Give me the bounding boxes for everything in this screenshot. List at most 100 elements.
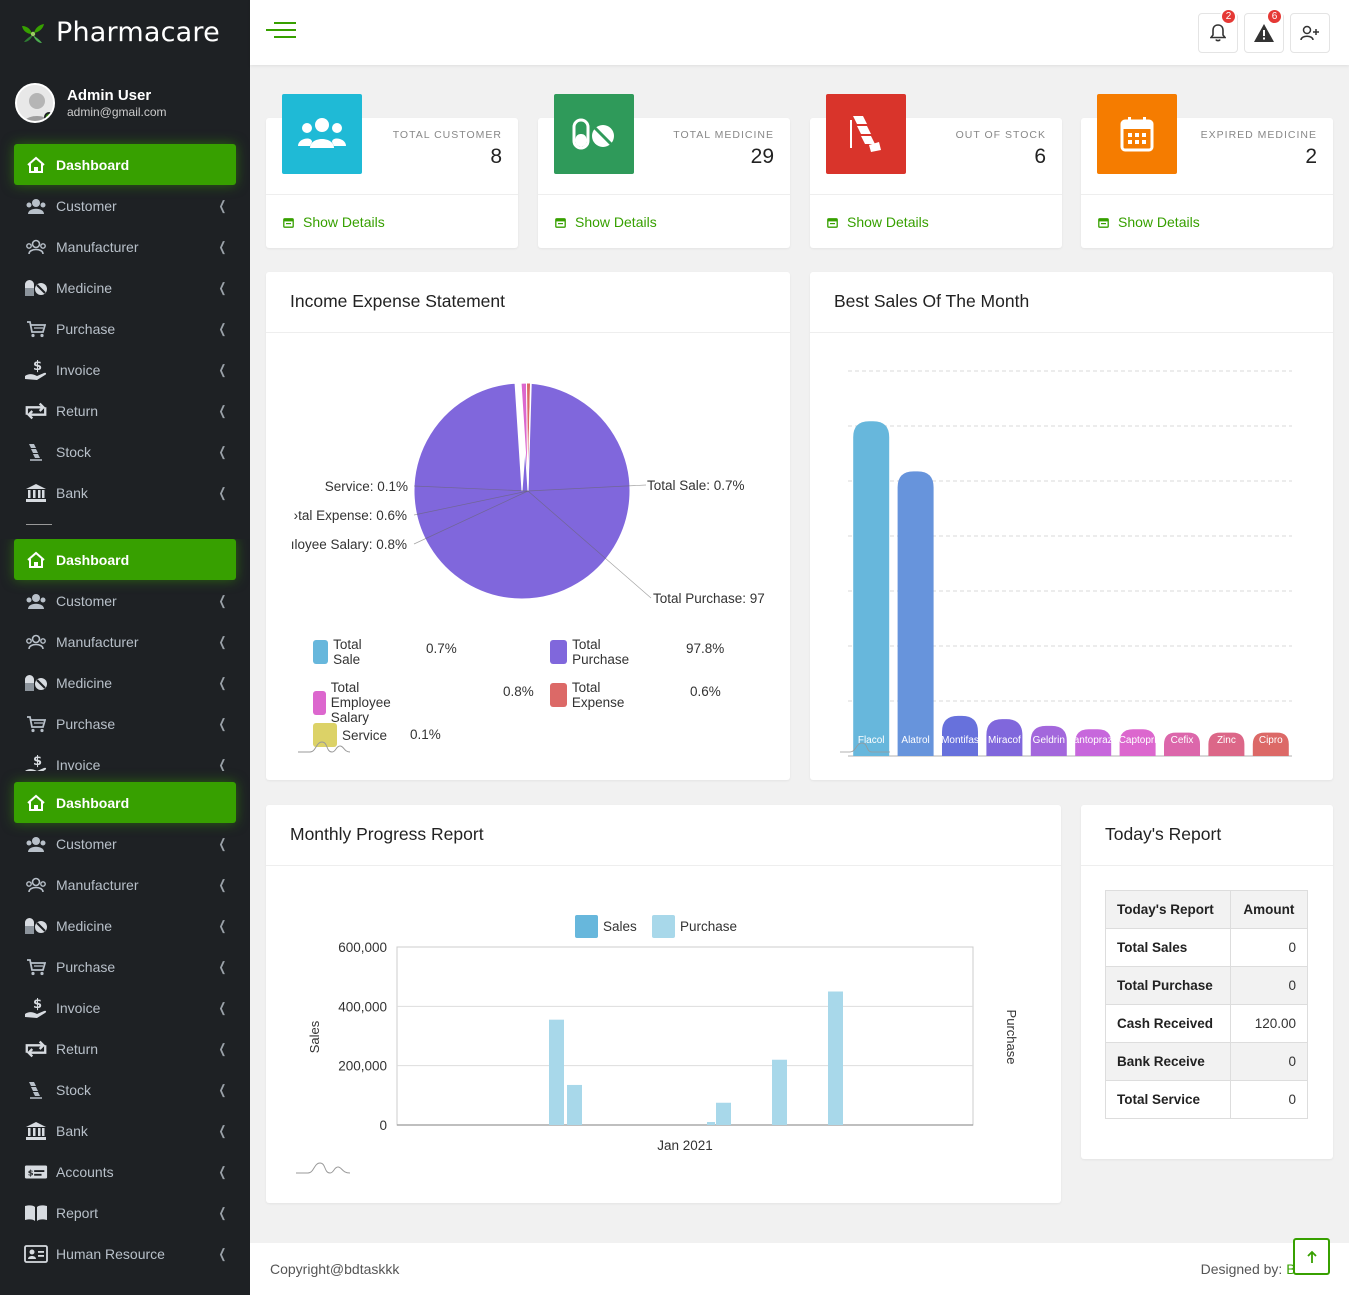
bar-geldrin[interactable] [1030,725,1067,756]
alerts-button[interactable]: 6 [1244,8,1284,53]
chevron-left-icon: ❮ [218,1081,227,1097]
scroll-to-top-button[interactable] [1293,1238,1330,1275]
sidebar-item-invoice[interactable]: $ Invoice ❮ [0,349,250,390]
sidebar-item-dashboard[interactable]: Dashboard [14,782,236,823]
sidebar-item-manufacturer[interactable]: Manufacturer ❮ [0,226,250,267]
bar-zinc[interactable] [1208,732,1245,756]
show-details-link[interactable]: Show Details [810,194,1062,249]
cart-icon [24,319,48,339]
sidebar-item-label: Bank [56,484,88,501]
y-tick-label: 0 [379,1118,387,1133]
brand[interactable]: Pharmacare [0,0,250,65]
sidebar-item-bank[interactable]: Bank ❮ [0,472,250,513]
chevron-left-icon: ❮ [218,1204,227,1220]
pill-icon [24,278,48,298]
legend-percent: 0.7% [426,641,457,656]
show-details-link[interactable]: Show Details [1081,194,1333,249]
bar-captopril[interactable] [1119,729,1156,756]
bar-flacol[interactable] [853,421,890,756]
invoice-icon: $ [24,359,48,380]
sidebar-item-manufacturer[interactable]: Manufacturer ❮ [0,621,250,662]
bar-pantoprazol[interactable] [1075,729,1112,756]
pie-callout-line [527,490,652,599]
legend-label: Total Expense [571,680,625,710]
sidebar-item-dashboard[interactable]: Dashboard [14,144,236,185]
legend-item[interactable]: Total Expense [550,680,632,710]
sidebar-item-invoice[interactable]: $ Invoice ❮ [0,987,250,1028]
sidebar-item-stock[interactable]: Stock ❮ [0,1069,250,1110]
table-row: Total Sales 0 [1105,928,1309,967]
sidebar-item-manufacturer[interactable]: Manufacturer ❮ [0,864,250,905]
x-axis-label: Jan 2021 [657,1138,713,1153]
legend-item[interactable]: Total Employee Salary [313,680,402,725]
sidebar-item-return[interactable]: Return ❮ [0,390,250,431]
sidebar-item-purchase[interactable]: Purchase ❮ [0,946,250,987]
sidebar-menu-1: Dashboard Customer ❮ Manufacturer ❮ Medicine ❮… [0,144,250,513]
pie-callout-line [413,490,529,545]
hr-icon [24,1244,48,1264]
legend-label[interactable]: Purchase [680,919,737,934]
calendar-small-icon [827,217,838,228]
user-add-button[interactable] [1290,13,1330,53]
stat-value: 8 [490,145,502,168]
legend-swatch[interactable] [652,915,675,938]
purchase-bar[interactable] [772,1059,787,1125]
sidebar-item-dashboard[interactable]: Dashboard [14,539,236,580]
sidebar-item-medicine[interactable]: Medicine ❮ [0,905,250,946]
sidebar-item-medicine[interactable]: Medicine ❮ [0,662,250,703]
pie-slice-total-purchase[interactable] [413,382,631,600]
sidebar-item-accounts[interactable]: $ Accounts ❮ [0,1151,250,1192]
stat-label: TOTAL CUSTOMER [392,129,502,141]
legend-label[interactable]: Sales [603,919,637,934]
purchase-bar[interactable] [549,1019,564,1125]
sidebar-item-invoice[interactable]: $ Invoice ❮ [0,744,250,771]
avatar [15,83,55,123]
top-header: 2 6 [250,0,1349,65]
legend-item[interactable]: Total Purchase [550,637,636,667]
alerts-badge: 6 [1266,8,1283,25]
sidebar-item-customer[interactable]: Customer ❮ [0,580,250,621]
sidebar-item-medicine[interactable]: Medicine ❮ [0,267,250,308]
sidebar-item-human-resource[interactable]: Human Resource ❮ [0,1233,250,1274]
sidebar-item-customer[interactable]: Customer ❮ [0,185,250,226]
sidebar-item-customer[interactable]: Customer ❮ [0,823,250,864]
sidebar-item-label: Customer [56,592,117,609]
purchase-bar[interactable] [716,1102,731,1125]
sidebar-item-label: Return [56,1040,99,1057]
sidebar-toggle-menu-icon[interactable] [266,22,296,44]
footer: Copyright@bdtaskkk Designed by: Bdtask [250,1243,1349,1295]
notifications-button[interactable]: 2 [1198,8,1238,53]
bar-montifast[interactable] [942,715,978,756]
sidebar-item-return[interactable]: Return ❮ [0,1028,250,1069]
sidebar-item-bank[interactable]: Bank ❮ [0,1110,250,1151]
bar-miracof[interactable] [986,719,1023,756]
bar-label: Cefix [1171,735,1194,746]
chevron-left-icon: ❮ [218,484,227,500]
show-details-link[interactable]: Show Details [266,194,518,249]
user-profile[interactable]: Admin User admin@gmail.com [0,65,250,139]
report-header-amount: Amount [1229,890,1309,929]
bar-cefix[interactable] [1164,732,1200,756]
bar-alatrol[interactable] [897,471,934,756]
home-icon [24,155,48,175]
sidebar-item-stock[interactable]: Stock ❮ [0,431,250,472]
show-details-link[interactable]: Show Details [538,194,790,249]
purchase-bar[interactable] [707,1122,715,1125]
pie-slice-service[interactable] [527,382,532,492]
best-sales-panel: Best Sales Of The Month Flacol Alatrol Mon… [810,272,1333,780]
legend-item[interactable]: Total Sale [313,637,371,667]
sidebar-item-purchase[interactable]: Purchase ❮ [0,308,250,349]
cart-icon [24,957,48,977]
sidebar-item-report[interactable]: Report ❮ [0,1192,250,1233]
purchase-bar[interactable] [567,1084,582,1125]
sidebar-item-purchase[interactable]: Purchase ❮ [0,703,250,744]
return-icon [24,1039,48,1059]
legend-swatch[interactable] [575,915,598,938]
pie-callout-line [413,490,529,516]
income-expense-panel: Income Expense Statement Total Sale: 0.7… [266,272,790,780]
purchase-bar[interactable] [828,991,843,1126]
bar-cipro[interactable] [1252,732,1289,756]
copyright-text: Copyright@bdtaskkk [270,1261,400,1277]
sidebar-item-label: Invoice [56,756,101,772]
invoice-icon: $ [24,754,48,771]
